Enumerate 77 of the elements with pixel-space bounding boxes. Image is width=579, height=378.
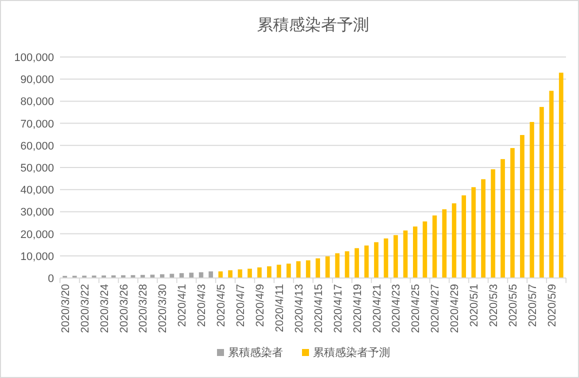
- x-tick-label: 2020/5/9: [546, 284, 558, 327]
- x-tick-label: 2020/5/1: [468, 284, 481, 327]
- y-tick-label: 20,000: [20, 228, 54, 241]
- bar: [530, 122, 534, 278]
- x-tick-label: 2020/3/22: [79, 284, 92, 333]
- y-tick-label: 40,000: [20, 184, 54, 197]
- x-tick-label: 2020/4/5: [216, 284, 228, 327]
- bar: [412, 226, 418, 278]
- bar: [520, 135, 524, 278]
- x-tick-label: 2020/4/29: [449, 284, 462, 333]
- x-tick-label: 2020/3/28: [138, 284, 150, 333]
- bar: [189, 272, 194, 278]
- x-tick-label: 2020/4/17: [332, 284, 344, 333]
- bar: [384, 238, 388, 278]
- x-tick-label: 2020/4/27: [430, 284, 442, 333]
- y-tick-label: 80,000: [20, 96, 54, 108]
- bar: [558, 72, 564, 278]
- bar: [267, 266, 272, 278]
- x-tick-label: 2020/4/21: [371, 284, 384, 333]
- y-tick-label: 100,000: [14, 52, 54, 64]
- x-tick-label: 2020/4/11: [274, 284, 286, 332]
- bar: [364, 246, 369, 278]
- bar: [276, 264, 282, 278]
- y-tick-label: 60,000: [20, 140, 54, 152]
- y-tick-label: 70,000: [20, 118, 54, 130]
- bar: [432, 215, 437, 278]
- bar: [394, 235, 398, 278]
- bar: [160, 274, 164, 278]
- x-tick-label: 2020/4/15: [312, 284, 325, 333]
- bar: [462, 195, 466, 278]
- x-tick-label: 2020/5/7: [526, 284, 539, 327]
- bar: [316, 258, 320, 278]
- bar: [335, 253, 340, 278]
- y-tick-label: 50,000: [20, 162, 54, 174]
- bar: [549, 90, 554, 278]
- x-tick-label: 2020/3/20: [60, 284, 72, 333]
- bar: [481, 179, 486, 278]
- x-tick-label: 2020/4/9: [254, 284, 266, 327]
- x-tick-label: 2020/4/23: [390, 284, 403, 333]
- chart-title: 累積感染者予測: [257, 16, 369, 34]
- bar: [286, 264, 291, 278]
- x-tick-label: 2020/3/24: [98, 284, 111, 333]
- bar: [179, 273, 184, 278]
- y-tick-label: 30,000: [20, 206, 54, 219]
- bar: [403, 230, 408, 278]
- bar: [248, 268, 252, 278]
- x-tick-label: 2020/4/7: [235, 284, 248, 327]
- x-tick-label: 2020/3/26: [118, 284, 130, 333]
- x-tick-label: 2020/5/3: [488, 284, 500, 327]
- bar: [471, 187, 476, 278]
- bar: [325, 256, 330, 278]
- bar: [228, 270, 232, 278]
- x-tick-label: 2020/4/1: [176, 284, 189, 327]
- x-tick-label: 2020/4/25: [410, 284, 422, 333]
- x-tick-label: 2020/3/30: [157, 284, 170, 333]
- bar: [296, 261, 301, 278]
- x-tick-label: 2020/4/3: [196, 284, 208, 327]
- x-tick-label: 2020/4/19: [352, 284, 364, 333]
- bar: [306, 260, 310, 278]
- bar: [208, 271, 214, 278]
- y-tick-label: 90,000: [20, 74, 54, 86]
- bar: [442, 209, 447, 278]
- x-tick-label: 2020/5/5: [507, 284, 520, 327]
- bar: [539, 106, 544, 278]
- bar: [500, 159, 505, 278]
- bar: [490, 169, 496, 278]
- y-tick-label: 10,000: [20, 250, 54, 263]
- bar: [121, 275, 126, 278]
- bar: [452, 203, 456, 278]
- legend-label: 累積感染者: [228, 346, 283, 359]
- bar: [510, 148, 515, 278]
- bar: [354, 248, 359, 278]
- legend-label: 累積感染者予測: [313, 346, 390, 359]
- bar: [374, 242, 378, 278]
- bar: [422, 221, 428, 278]
- x-tick-label: 2020/4/13: [293, 284, 306, 333]
- y-tick-label: 0: [48, 273, 54, 285]
